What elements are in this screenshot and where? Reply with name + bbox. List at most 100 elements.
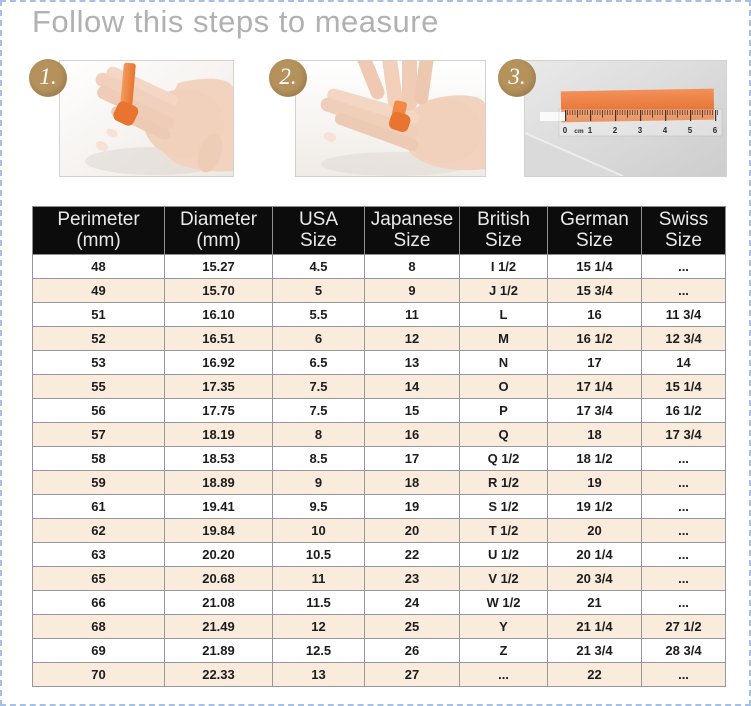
ring-size-conversion-table: Perimeter (mm) Diameter (mm) USA Size Japan… — [32, 206, 726, 687]
table-row: 48 15.27 4.5 8 I 1/2 15 1/4... — [32, 254, 726, 279]
table-cell: 21 1/4 — [547, 614, 642, 639]
table-cell: 15.27 — [164, 254, 273, 279]
table-cell: ... — [641, 470, 726, 495]
table-cell: J 1/2 — [459, 278, 548, 303]
table-cell: 15 — [364, 398, 460, 423]
hand-with-strip-illustration — [60, 61, 233, 176]
table-cell: 17 3/4 — [641, 422, 726, 447]
table-cell: 18 — [364, 470, 460, 495]
step-2-photo — [295, 60, 486, 177]
table-cell: 17.35 — [164, 374, 273, 399]
table-cell: ... — [641, 590, 726, 615]
ruler-label: 4 — [663, 126, 668, 135]
table-cell: ... — [641, 566, 726, 591]
table-cell: 5.5 — [272, 302, 365, 327]
column-header-german: German Size — [547, 206, 642, 255]
table-cell: N — [459, 350, 548, 375]
table-cell: 10.5 — [272, 542, 365, 567]
table-row: 70 22.33 13 27... 22... — [32, 662, 726, 687]
table-cell: M — [459, 326, 548, 351]
table-cell: 69 — [32, 638, 165, 663]
table-cell: W 1/2 — [459, 590, 548, 615]
table-row: 58 18.53 8.5 17 Q 1/2 18 1/2... — [32, 446, 726, 471]
table-cell: 14 — [364, 374, 460, 399]
table-cell: R 1/2 — [459, 470, 548, 495]
ruler-label: 0 — [563, 126, 568, 135]
table-cell: 17.75 — [164, 398, 273, 423]
table-cell: 48 — [32, 254, 165, 279]
table-cell: Q 1/2 — [459, 446, 548, 471]
table-cell: 7.5 — [272, 398, 365, 423]
table-cell: 9 — [272, 470, 365, 495]
table-cell: 18.53 — [164, 446, 273, 471]
table-cell: 55 — [32, 374, 165, 399]
table-cell: 68 — [32, 614, 165, 639]
table-cell: 20 3/4 — [547, 566, 642, 591]
table-cell: 20.68 — [164, 566, 273, 591]
table-cell: 53 — [32, 350, 165, 375]
table-cell: 8 — [364, 254, 460, 279]
page-title: Follow this steps to measure — [32, 4, 439, 39]
table-cell: 51 — [32, 302, 165, 327]
table-cell: 17 — [547, 350, 642, 375]
table-cell: 11 — [364, 302, 460, 327]
table-cell: 19.41 — [164, 494, 273, 519]
ruler-label: cm — [574, 128, 584, 135]
step-1-number-badge: 1. — [29, 59, 67, 97]
column-header-japanese: Japanese Size — [364, 206, 460, 255]
table-cell: Y — [459, 614, 548, 639]
table-cell: 17 — [364, 446, 460, 471]
table-row: 57 18.19 8 16 Q 18 17 3/4 — [32, 422, 726, 447]
table-cell: S 1/2 — [459, 494, 548, 519]
table-row: 68 21.49 12 25 Y 21 1/4 27 1/2 — [32, 614, 726, 639]
table-cell: 9.5 — [272, 494, 365, 519]
table-row: 62 19.84 10 20 T 1/2 20... — [32, 518, 726, 543]
table-cell: 20 — [547, 518, 642, 543]
table-cell: 10 — [272, 518, 365, 543]
step-2-number-badge: 2. — [269, 59, 307, 97]
table-row: 49 15.70 5 9 J 1/2 15 3/4... — [32, 278, 726, 303]
table-cell: 19 — [547, 470, 642, 495]
table-cell: 6.5 — [272, 350, 365, 375]
table-cell: 22 — [364, 542, 460, 567]
table-cell: 22.33 — [164, 662, 273, 687]
table-cell: 56 — [32, 398, 165, 423]
column-header-usa: USA Size — [272, 206, 365, 255]
table-cell: 5 — [272, 278, 365, 303]
table-row: 56 17.75 7.5 15 P 17 3/4 16 1/2 — [32, 398, 726, 423]
table-row: 51 16.10 5.5 11 L 16 11 3/4 — [32, 302, 726, 327]
table-cell: 13 — [272, 662, 365, 687]
table-cell: 9 — [364, 278, 460, 303]
table-cell: V 1/2 — [459, 566, 548, 591]
table-cell: 27 — [364, 662, 460, 687]
table-cell: 16 — [547, 302, 642, 327]
table-cell: 20 1/4 — [547, 542, 642, 567]
table-cell: 16.51 — [164, 326, 273, 351]
table-cell: 63 — [32, 542, 165, 567]
table-row: 55 17.35 7.5 14 O 17 1/4 15 1/4 — [32, 374, 726, 399]
fingers-tightening-strip-illustration — [296, 61, 485, 176]
table-row: 65 20.68 11 23 V 1/2 20 3/4... — [32, 566, 726, 591]
size-table-body: 48 15.27 4.5 8 I 1/2 15 1/4... 49 15.70 5 9 J 1/2 1… — [32, 254, 726, 687]
table-cell: 8 — [272, 422, 365, 447]
table-cell: 26 — [364, 638, 460, 663]
table-cell: 4.5 — [272, 254, 365, 279]
table-cell: ... — [641, 494, 726, 519]
table-cell: 24 — [364, 590, 460, 615]
table-cell: 17 3/4 — [547, 398, 642, 423]
table-cell: 21 — [547, 590, 642, 615]
table-cell: 15 3/4 — [547, 278, 642, 303]
table-cell: P — [459, 398, 548, 423]
table-cell: 20 — [364, 518, 460, 543]
table-row: 69 21.89 12.5 26 Z 21 3/4 28 3/4 — [32, 638, 726, 663]
table-cell: 15 1/4 — [547, 254, 642, 279]
table-row: 53 16.92 6.5 13 N 17 14 — [32, 350, 726, 375]
table-row: 59 18.89 9 18 R 1/2 19... — [32, 470, 726, 495]
step-3-photo: 0 cm 1 2 3 4 5 6 — [524, 60, 727, 177]
table-cell: 18.19 — [164, 422, 273, 447]
column-header-diameter: Diameter (mm) — [164, 206, 273, 255]
table-cell: 61 — [32, 494, 165, 519]
table-cell: T 1/2 — [459, 518, 548, 543]
table-cell: 59 — [32, 470, 165, 495]
